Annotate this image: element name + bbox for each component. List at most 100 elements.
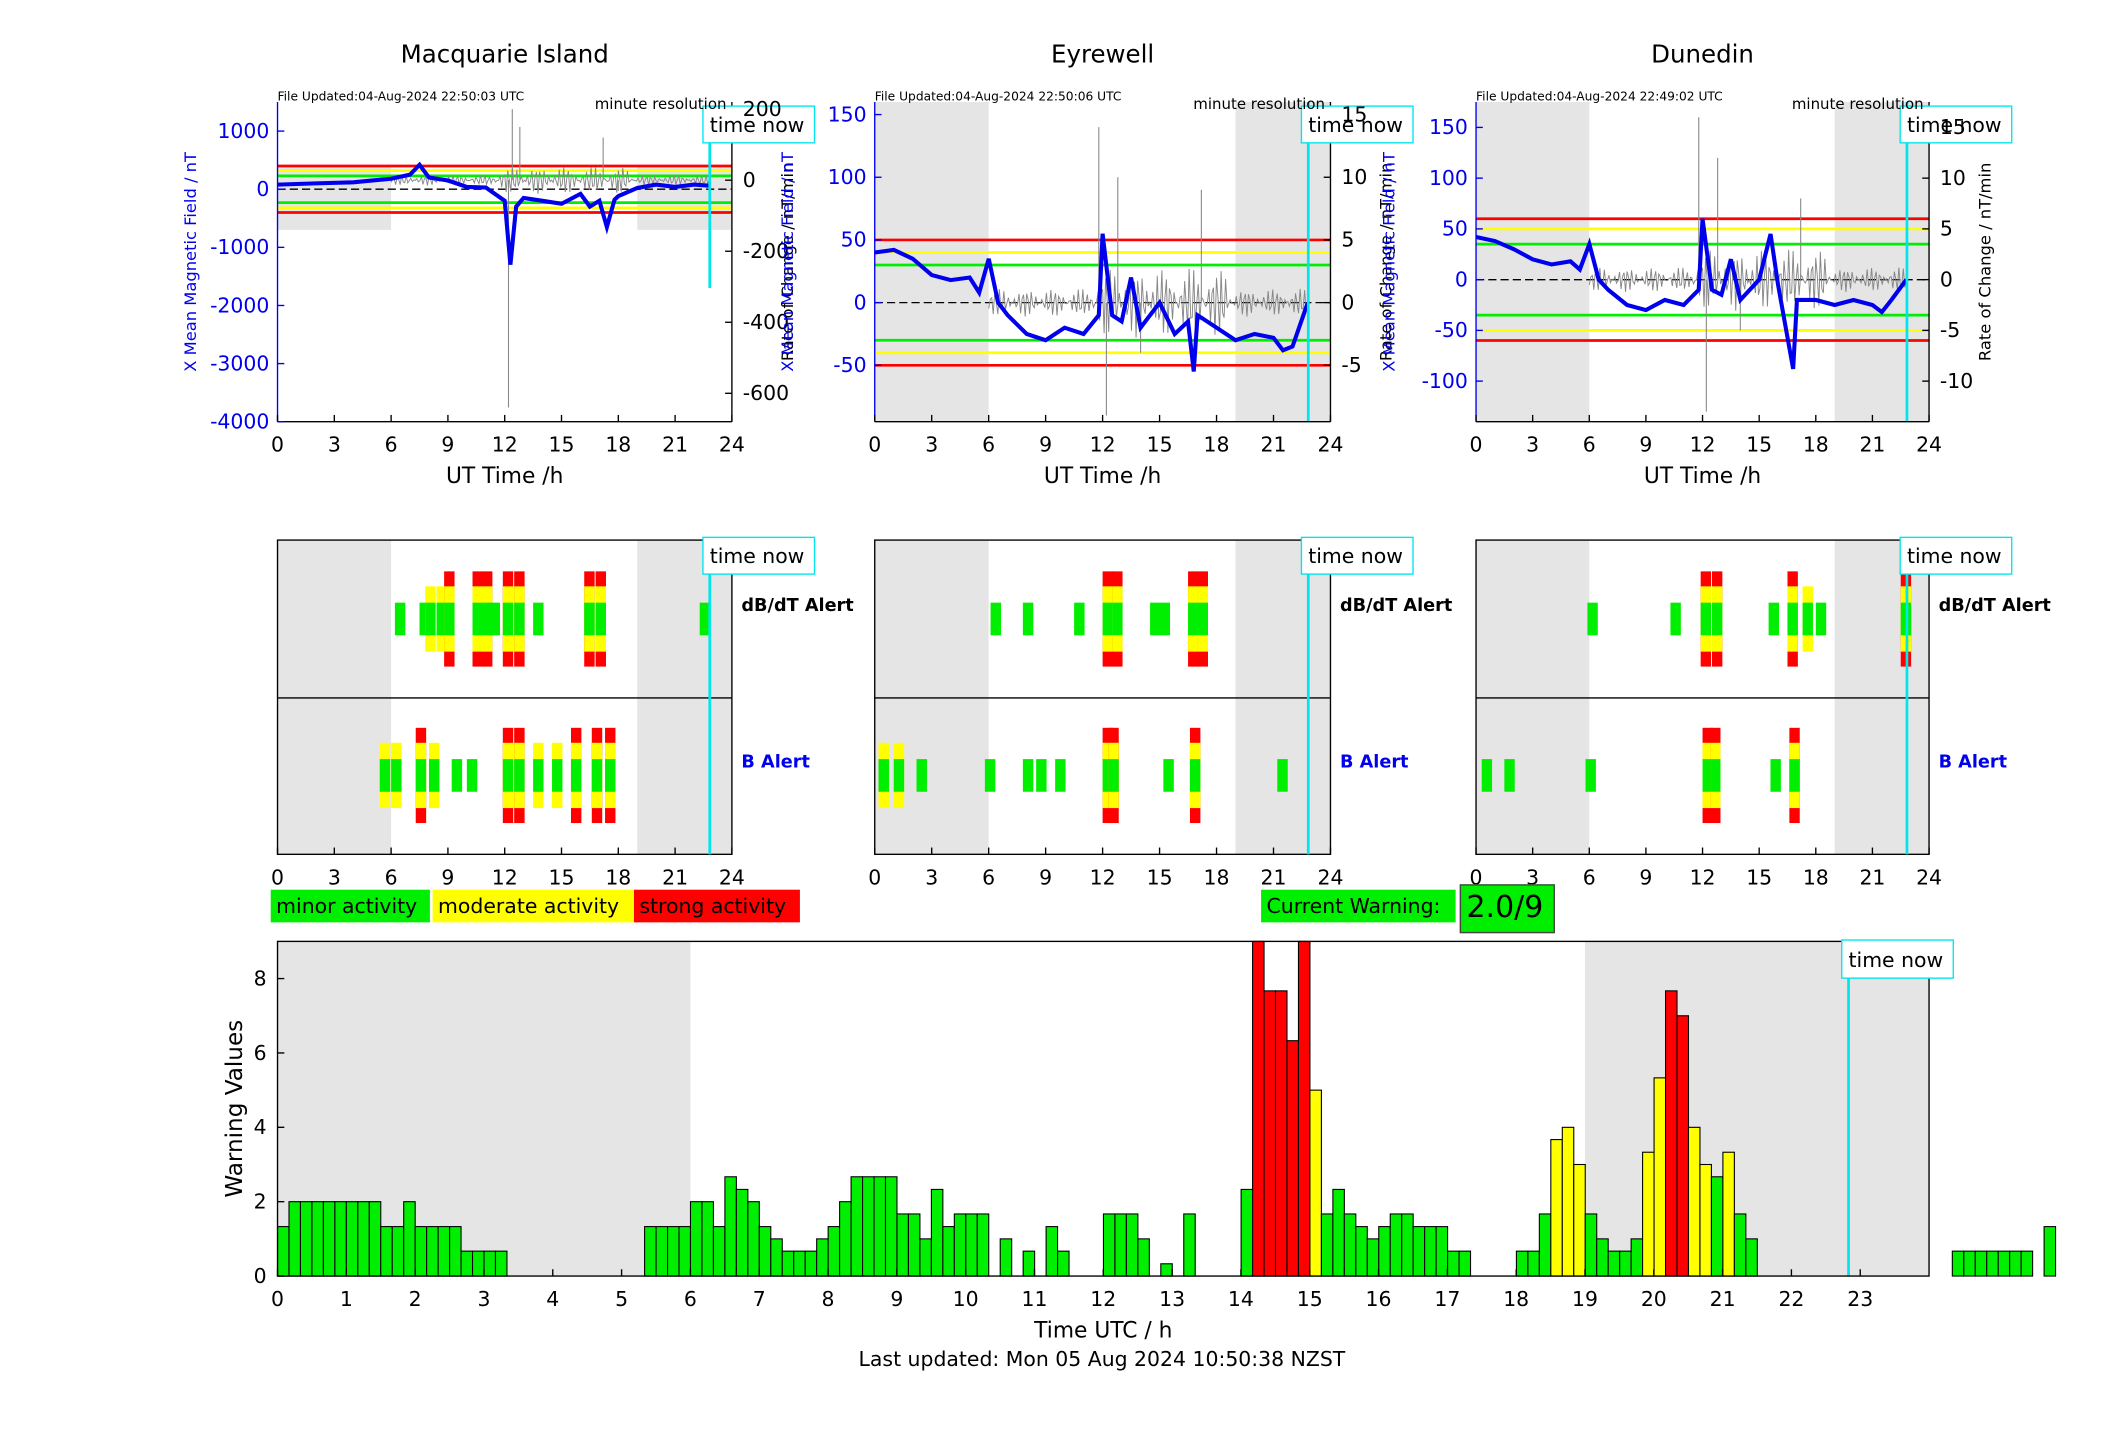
resolution-label: minute resolution: [1792, 95, 1924, 113]
time-now-box: [1300, 105, 1414, 144]
x-tick-label: 13: [1159, 1287, 1185, 1311]
warning-bar: [1664, 990, 1678, 1277]
x-tick-label: 6: [982, 433, 995, 457]
warning-bar: [288, 1201, 302, 1277]
warning-bar: [1286, 1040, 1300, 1277]
warning-bar: [276, 1226, 290, 1277]
warning-bar: [1263, 990, 1277, 1277]
alert-block-minor: [533, 602, 544, 636]
alert-block-minor: [1670, 602, 1681, 636]
legend-moderate: moderate activity: [432, 889, 634, 923]
db-alert-label: dB/dT Alert: [1939, 596, 2052, 616]
warning-bar: [1343, 1213, 1357, 1277]
night-shade: [1235, 540, 1331, 855]
alert-block-minor: [1022, 759, 1034, 792]
file-updated: File Updated:04-Aug-2024 22:49:02 UTC: [1476, 90, 1723, 104]
warning-bar: [758, 1226, 772, 1277]
x-tick-label: 24: [719, 433, 745, 457]
x-tick-label: 9: [1639, 433, 1652, 457]
night-shade: [637, 540, 732, 855]
station-title: Dunedin: [1651, 40, 1754, 69]
right-tick-label: 0: [1341, 290, 1354, 314]
x-axis-label: UT Time /h: [446, 464, 563, 489]
alert-panel-2: [1475, 536, 2013, 856]
time-now-box: [1899, 105, 2013, 144]
warning-bar: [873, 1176, 887, 1277]
warning-bar: [701, 1201, 714, 1277]
x-tick-label: 20: [1641, 1287, 1667, 1311]
warning-bar: [483, 1250, 497, 1277]
warning-bar: [437, 1226, 451, 1277]
x-tick-label: 6: [982, 865, 995, 889]
x-tick-label: 15: [1147, 865, 1173, 889]
current-warning-label: Current Warning:: [1261, 889, 1456, 923]
alert-block-minor: [584, 602, 595, 636]
warning-bar: [1676, 1015, 1690, 1277]
y-tick-label: 8: [254, 966, 267, 990]
warning-bar: [1366, 1238, 1380, 1277]
left-tick-label: 150: [828, 102, 867, 126]
right-tick-label: 200: [743, 97, 782, 121]
alert-block-minor: [1112, 602, 1123, 636]
x-tick-label: 0: [271, 1287, 284, 1311]
warning-bar: [1986, 1250, 1999, 1277]
station-title: Macquarie Island: [401, 40, 609, 69]
legend-strong: strong activity: [633, 889, 800, 923]
rate-trace: [1588, 249, 1907, 311]
warning-bar: [1538, 1213, 1552, 1277]
warning-bar: [919, 1238, 932, 1277]
alert-block-minor: [591, 759, 603, 792]
alert-panel-1: [874, 536, 1414, 856]
warning-bar: [1102, 1213, 1116, 1277]
warning-bar: [403, 1201, 416, 1277]
warning-bar: [724, 1176, 737, 1277]
x-tick-label: 24: [1317, 433, 1343, 457]
night-shade: [1476, 540, 1590, 855]
y-tick-label: 2: [254, 1189, 267, 1213]
x-tick-label: 18: [1204, 865, 1230, 889]
last-updated: Last updated: Mon 05 Aug 2024 10:50:38 N…: [858, 1346, 1346, 1372]
x-tick-label: 3: [328, 865, 341, 889]
x-tick-label: 15: [1746, 433, 1772, 457]
x-tick-label: 0: [271, 865, 284, 889]
alert-block-minor: [514, 759, 525, 792]
warning-bar: [793, 1250, 806, 1277]
b-alert-label: B Alert: [741, 752, 810, 772]
warning-bar: [322, 1201, 336, 1277]
alert-block-minor: [1587, 602, 1598, 636]
station-panel-0: [276, 102, 816, 423]
warning-bar: [644, 1226, 657, 1277]
x-tick-label: 3: [925, 433, 938, 457]
alert-block-minor: [1163, 759, 1174, 792]
file-updated: File Updated:04-Aug-2024 22:50:06 UTC: [875, 90, 1122, 104]
x-tick-label: 0: [271, 433, 284, 457]
alert-block-minor: [1036, 759, 1047, 792]
warning-bar: [735, 1188, 749, 1277]
time-now-frame: [1841, 939, 1954, 979]
left-tick-label: -1000: [210, 235, 269, 259]
night-shade: [1584, 941, 1930, 1277]
x-tick-label: 21: [1710, 1287, 1736, 1311]
left-tick-label: -50: [1435, 318, 1468, 342]
x-tick-label: 9: [1039, 433, 1052, 457]
x-tick-label: 9: [441, 865, 454, 889]
left-axis-label: X Mean Magnetic Field / nT: [778, 151, 797, 372]
warning-bar: [1963, 1250, 1976, 1277]
x-tick-label: 12: [492, 433, 518, 457]
x-tick-label: 1: [340, 1287, 353, 1311]
time-now-frame: [702, 105, 816, 144]
warning-bar: [1137, 1238, 1150, 1277]
x-tick-label: 3: [477, 1287, 490, 1311]
x-tick-label: 12: [1090, 433, 1116, 457]
time-now-box: [1899, 536, 2013, 575]
warning-bar: [1687, 1126, 1701, 1277]
warning-bar: [2009, 1250, 2022, 1277]
x-tick-label: 15: [1297, 1287, 1323, 1311]
x-tick-label: 9: [890, 1287, 903, 1311]
left-tick-label: -2000: [210, 293, 269, 317]
alert-block-minor: [436, 602, 447, 636]
time-now-text: time now: [710, 113, 805, 137]
warning-bar: [1653, 1077, 1667, 1277]
x-tick-label: 4: [546, 1287, 559, 1311]
left-tick-label: 50: [1442, 217, 1468, 241]
